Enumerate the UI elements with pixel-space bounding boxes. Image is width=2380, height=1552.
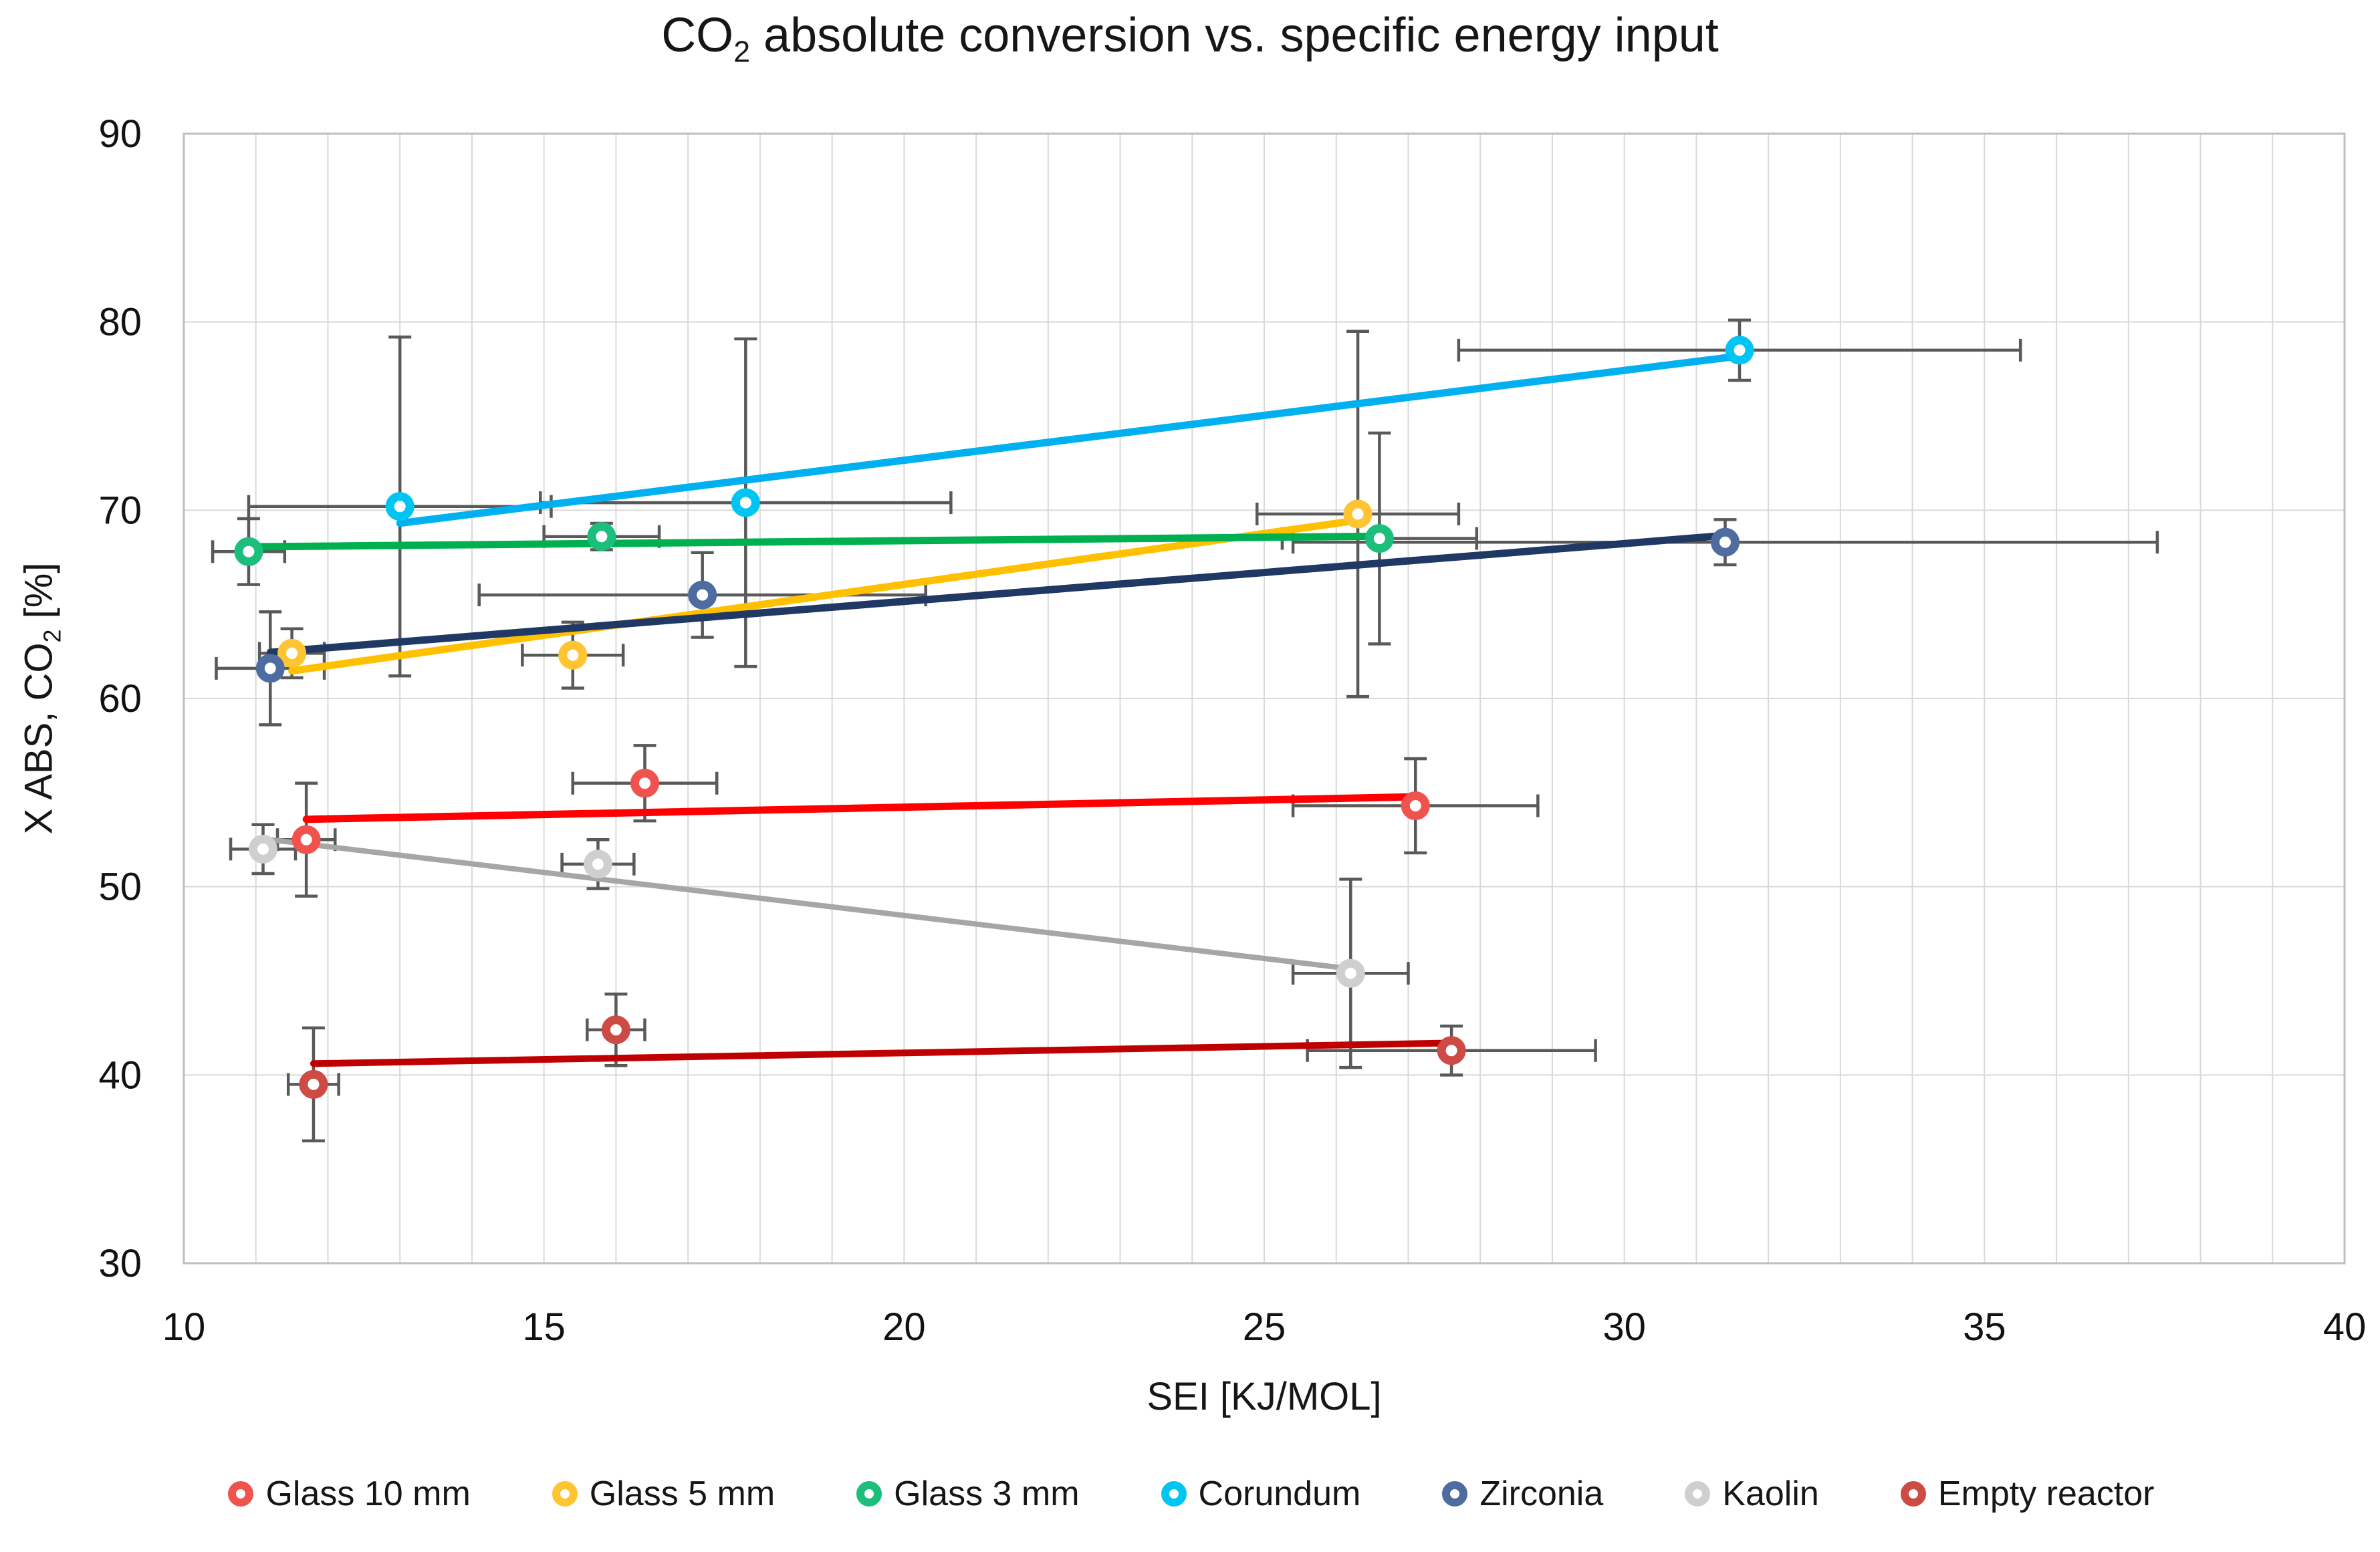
- legend-item-glass-5-mm: Glass 5 mm: [550, 1474, 775, 1514]
- chart-title-prefix: CO: [661, 9, 734, 62]
- marker-empty-reactor: [1437, 1036, 1466, 1065]
- marker-empty-reactor: [299, 1069, 328, 1099]
- x-axis-title-text: SEI [KJ/MOL]: [1147, 1375, 1382, 1418]
- legend-label-empty-reactor: Empty reactor: [1937, 1474, 2155, 1513]
- y-tick-label: 30: [98, 1242, 142, 1285]
- legend-item-corundum: Corundum: [1159, 1474, 1361, 1514]
- y-axis-label-prefix: X ABS, CO: [17, 642, 61, 835]
- marker-glass-5-mm: [277, 638, 307, 668]
- legend-label-zirconia: Zirconia: [1479, 1474, 1604, 1513]
- legend-marker-ring: [1900, 1481, 1926, 1507]
- chart-title: CO2 absolute conversion vs. specific ene…: [0, 8, 2380, 69]
- y-tick-label: 50: [98, 866, 142, 909]
- legend-marker-icon: [1900, 1481, 1926, 1507]
- marker-corundum: [731, 488, 760, 517]
- legend-marker-icon: [1685, 1481, 1711, 1507]
- trendline-zirconia: [266, 531, 1729, 656]
- legend-marker-ring: [1685, 1481, 1711, 1507]
- y-tick-label: 70: [98, 489, 142, 532]
- marker-glass-3-mm: [1364, 524, 1394, 553]
- marker-zirconia: [255, 654, 285, 683]
- plot-border: [183, 132, 2346, 1265]
- x-axis-title: SEI [KJ/MOL]: [184, 1374, 2345, 1419]
- y-tick-label: 60: [98, 677, 142, 721]
- marker-kaolin: [583, 850, 612, 879]
- chart-title-subscript: 2: [733, 35, 751, 69]
- y-axis-label-subscript: 2: [38, 629, 66, 643]
- marker-glass-3-mm: [587, 522, 616, 551]
- legend-marker-ring: [856, 1481, 882, 1507]
- marker-glass-10-mm: [630, 769, 659, 798]
- legend-label-glass-5-mm: Glass 5 mm: [589, 1474, 776, 1513]
- trendline-corundum: [396, 352, 1744, 527]
- legend-label-kaolin: Kaolin: [1722, 1474, 1819, 1513]
- marker-zirconia: [688, 580, 717, 610]
- marker-glass-5-mm: [1343, 499, 1373, 529]
- legend-item-glass-10-mm: Glass 10 mm: [225, 1474, 471, 1514]
- marker-glass-10-mm: [1401, 791, 1430, 821]
- legend-marker-icon: [228, 1481, 254, 1507]
- x-tick-label: 15: [522, 1305, 566, 1349]
- trendline-empty-reactor: [310, 1039, 1455, 1067]
- legend-marker-ring: [1442, 1481, 1468, 1507]
- legend-item-zirconia: Zirconia: [1439, 1474, 1603, 1514]
- x-tick-label: 20: [882, 1305, 926, 1349]
- trendline-kaolin: [260, 836, 1354, 972]
- trendline-glass-10-mm: [302, 793, 1419, 823]
- legend-marker-ring: [552, 1481, 578, 1507]
- legend-marker-icon: [552, 1481, 578, 1507]
- legend: Glass 10 mm Glass 5 mm Glass 3 mm Corundum Z…: [0, 1474, 2380, 1514]
- x-tick-label: 30: [1602, 1305, 1646, 1349]
- marker-kaolin: [1336, 958, 1365, 988]
- y-tick-label: 80: [98, 301, 142, 344]
- legend-label-glass-3-mm: Glass 3 mm: [894, 1474, 1080, 1513]
- legend-label-corundum: Corundum: [1198, 1474, 1361, 1513]
- marker-empty-reactor: [601, 1015, 630, 1045]
- marker-glass-5-mm: [558, 640, 588, 670]
- marker-glass-10-mm: [291, 825, 321, 854]
- legend-marker-ring: [228, 1481, 254, 1507]
- legend-item-glass-3-mm: Glass 3 mm: [854, 1474, 1080, 1514]
- legend-label-glass-10-mm: Glass 10 mm: [265, 1474, 471, 1513]
- legend-marker-icon: [1442, 1481, 1468, 1507]
- legend-marker-icon: [1161, 1481, 1187, 1507]
- x-tick-label: 25: [1243, 1305, 1286, 1349]
- chart-title-rest: absolute conversion vs. specific energy …: [750, 9, 1719, 62]
- y-axis-label-rest: [%]: [17, 562, 61, 630]
- marker-zirconia: [1710, 527, 1740, 557]
- trendline-glass-3-mm: [245, 532, 1383, 551]
- x-tick-label: 10: [162, 1305, 206, 1349]
- x-tick-label: 40: [2323, 1305, 2367, 1349]
- legend-marker-icon: [856, 1481, 882, 1507]
- legend-item-empty-reactor: Empty reactor: [1898, 1474, 2155, 1514]
- marker-corundum: [1725, 336, 1754, 365]
- legend-item-kaolin: Kaolin: [1682, 1474, 1819, 1514]
- legend-marker-ring: [1161, 1481, 1187, 1507]
- marker-corundum: [385, 492, 414, 521]
- y-axis-title-text: X ABS, CO2 [%]: [17, 563, 67, 835]
- x-tick-label: 35: [1963, 1305, 2006, 1349]
- marker-glass-3-mm: [234, 537, 263, 566]
- y-tick-label: 90: [98, 112, 142, 156]
- trendline-glass-5-mm: [288, 516, 1362, 675]
- y-tick-label: 40: [98, 1053, 142, 1097]
- marker-kaolin: [249, 834, 278, 864]
